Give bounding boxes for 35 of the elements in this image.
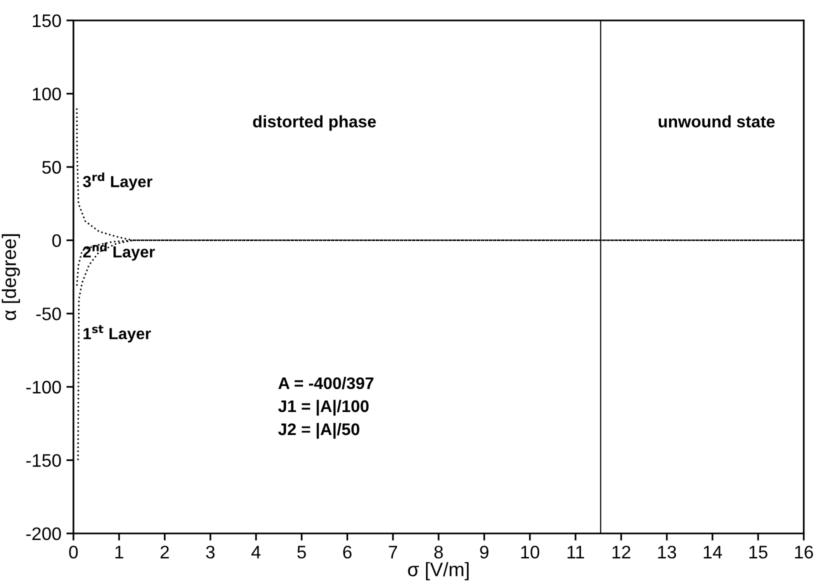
x-tick-label: 5	[297, 546, 306, 559]
x-tick-label: 8	[434, 546, 443, 559]
x-tick-label: 4	[251, 546, 261, 558]
y-tick-label: 0	[52, 234, 61, 247]
y-tick-label: -200	[26, 527, 61, 540]
x-tick-label: 16	[795, 546, 814, 559]
x-tick-label: 10	[521, 546, 540, 559]
x-tick-label: 1	[115, 546, 124, 558]
x-axis-title: σ [V/m]	[408, 562, 469, 580]
annotation: A = -400/397	[278, 376, 374, 390]
annotation: J1 = |A|/100	[278, 400, 369, 416]
y-tick-label: -100	[26, 380, 61, 394]
y-tick-label: 50	[42, 160, 61, 174]
annotation: 2$^{nd}$ Layer	[83, 242, 155, 261]
x-tick-label: 14	[704, 546, 722, 558]
x-tick-label: 11	[568, 546, 584, 558]
y-tick-label: 100	[32, 88, 61, 100]
annotation: 3$^{rd}$ Layer	[82, 172, 152, 190]
y-tick-label: -50	[36, 308, 61, 320]
x-tick-label: 7	[388, 546, 398, 558]
annotation: J2 = |A|/50	[278, 422, 360, 439]
y-tick-label: -150	[26, 454, 61, 467]
x-tick-label: 6	[343, 546, 352, 559]
x-tick-label: 0	[69, 546, 78, 559]
x-tick-label: 12	[612, 546, 630, 558]
y-tick-label: 150	[32, 14, 61, 28]
annotation: distorted phase	[253, 115, 376, 131]
x-tick-label: 13	[658, 546, 676, 559]
annotation: 1$^{st}$ Layer	[84, 325, 151, 342]
y-axis-title: α [degree]	[2, 234, 20, 320]
x-tick-label: 15	[749, 546, 768, 559]
x-tick-label: 2	[160, 546, 169, 558]
x-tick-label: 9	[480, 546, 488, 559]
x-tick-label: 3	[206, 546, 215, 559]
annotation: unwound state	[658, 115, 775, 128]
